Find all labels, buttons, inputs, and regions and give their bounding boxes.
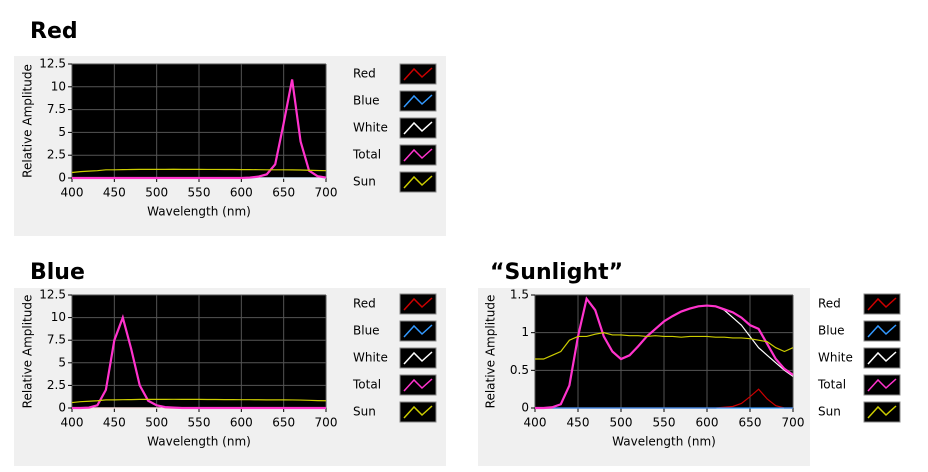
x-tick-label: 650 (272, 186, 295, 200)
legend-label: Sun (353, 405, 376, 419)
legend-label: Blue (353, 324, 380, 338)
y-tick-label: 0 (521, 401, 529, 415)
legend-line (867, 405, 897, 419)
legend-line (867, 297, 897, 311)
y-tick-label: 1.5 (510, 288, 529, 302)
x-tick-label: 450 (103, 416, 126, 430)
y-axis-label: Relative Amplitude (484, 295, 498, 409)
x-tick-label: 400 (61, 186, 84, 200)
y-tick-label: 2.5 (47, 378, 66, 392)
legend-line (867, 324, 897, 338)
x-axis-label: Wavelength (nm) (147, 205, 251, 219)
x-tick-label: 400 (61, 416, 84, 430)
x-tick-label: 550 (188, 186, 211, 200)
series-line (72, 79, 327, 180)
x-tick-label: 700 (315, 416, 338, 430)
y-tick-label: 7.5 (47, 102, 66, 116)
legend-line (403, 405, 433, 419)
y-tick-label: 12.5 (39, 57, 66, 71)
x-tick-label: 450 (567, 416, 590, 430)
series-line (535, 332, 794, 360)
legend-line (403, 94, 433, 108)
legend-label: White (353, 351, 388, 365)
y-tick-label: 5 (58, 125, 66, 139)
x-axis-label: Wavelength (nm) (147, 435, 251, 449)
x-tick-label: 450 (103, 186, 126, 200)
chart-title: “Sunlight” (490, 260, 623, 285)
legend-label: Sun (818, 405, 841, 419)
x-tick-label: 550 (188, 416, 211, 430)
y-tick-label: 0 (58, 171, 66, 185)
legend-line (403, 324, 433, 338)
legend-label: Red (353, 67, 376, 81)
x-tick-label: 400 (524, 416, 547, 430)
y-tick-label: 10 (51, 310, 66, 324)
y-axis-label: Relative Amplitude (21, 295, 35, 409)
chart-title: Red (30, 19, 78, 44)
series-line (71, 398, 327, 404)
series-line (71, 168, 327, 174)
x-tick-label: 700 (782, 416, 805, 430)
y-tick-label: 2.5 (47, 148, 66, 162)
legend-line (403, 148, 433, 162)
y-tick-label: 0.5 (510, 363, 529, 377)
legend-label: Red (353, 297, 376, 311)
x-tick-label: 600 (230, 416, 253, 430)
x-tick-label: 700 (315, 186, 338, 200)
legend-label: White (818, 351, 853, 365)
y-tick-label: 10 (51, 79, 66, 93)
legend-label: Blue (818, 324, 845, 338)
legend-label: Total (817, 378, 846, 392)
y-axis-label: Relative Amplitude (21, 64, 35, 178)
legend-line (403, 67, 433, 81)
legend-line (403, 378, 433, 392)
y-tick-label: 7.5 (47, 333, 66, 347)
legend-label: White (353, 121, 388, 135)
legend-line (867, 378, 897, 392)
legend-label: Total (352, 378, 381, 392)
legend-label: Total (352, 148, 381, 162)
x-tick-label: 600 (696, 416, 719, 430)
legend-line (403, 121, 433, 135)
x-tick-label: 650 (739, 416, 762, 430)
x-tick-label: 550 (653, 416, 676, 430)
x-tick-label: 500 (145, 416, 168, 430)
x-tick-label: 600 (230, 186, 253, 200)
x-tick-label: 650 (272, 416, 295, 430)
x-tick-label: 500 (145, 186, 168, 200)
x-axis-label: Wavelength (nm) (612, 435, 716, 449)
y-tick-label: 1 (521, 325, 529, 339)
y-tick-label: 12.5 (39, 288, 66, 302)
legend-line (403, 175, 433, 189)
x-tick-label: 500 (610, 416, 633, 430)
chart-title: Blue (30, 260, 85, 285)
y-tick-label: 0 (58, 401, 66, 415)
legend-line (867, 351, 897, 365)
legend-line (403, 351, 433, 365)
legend-label: Red (818, 297, 841, 311)
y-tick-label: 5 (58, 355, 66, 369)
legend-label: Blue (353, 94, 380, 108)
legend-line (403, 297, 433, 311)
legend-label: Sun (353, 175, 376, 189)
series-line (72, 313, 326, 410)
